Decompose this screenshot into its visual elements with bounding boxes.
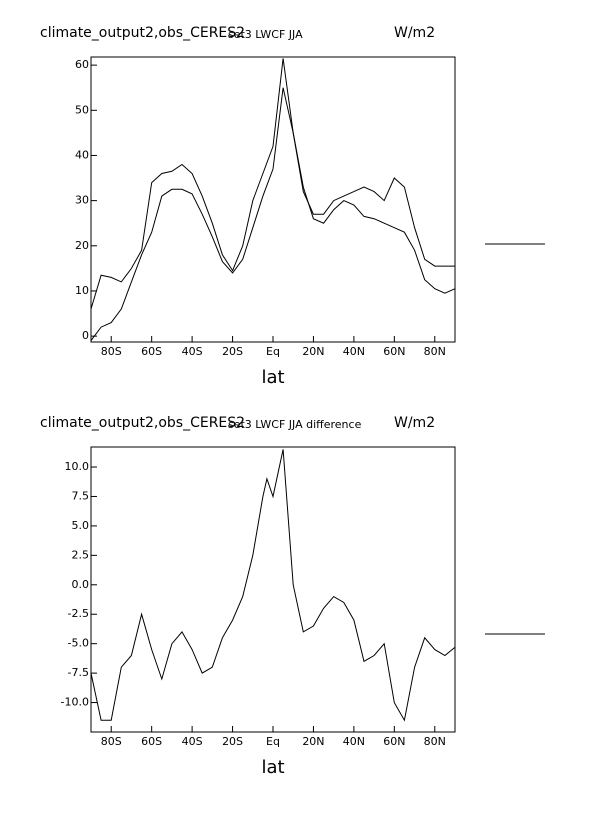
y-tick-label: 10.0 <box>65 460 90 473</box>
y-tick-label: -10.0 <box>61 696 89 709</box>
y-tick-label: 30 <box>75 194 89 207</box>
units: W/m2 <box>394 415 435 431</box>
x-tick-label: 80S <box>101 735 122 748</box>
x-axis-label: lat <box>261 367 284 388</box>
y-tick-label: 2.5 <box>72 548 90 561</box>
x-tick-label: 60N <box>383 345 405 358</box>
x-tick-label: 40S <box>182 735 203 748</box>
x-tick-label: 60S <box>141 735 162 748</box>
x-tick-label: 40N <box>343 735 365 748</box>
plot-frame <box>90 446 456 733</box>
x-tick-label: 40S <box>182 345 203 358</box>
x-tick-label: 80N <box>424 735 446 748</box>
data-line <box>90 87 456 341</box>
x-tick-label: Eq <box>266 345 280 358</box>
x-tick-label: Eq <box>266 735 280 748</box>
y-tick-label: 0.0 <box>72 578 90 591</box>
units: W/m2 <box>394 25 435 41</box>
chart-title: climate_output2,obs_CERES2 <box>40 415 245 431</box>
x-tick-label: 60S <box>141 345 162 358</box>
x-tick-label: 80S <box>101 345 122 358</box>
chart-title: climate_output2,obs_CERES2 <box>40 25 245 41</box>
y-tick-label: 5.0 <box>72 519 90 532</box>
y-tick-label: -7.5 <box>68 666 89 679</box>
y-tick-label: 7.5 <box>72 489 90 502</box>
y-tick-label: 0 <box>82 329 89 342</box>
y-tick-label: -2.5 <box>68 607 89 620</box>
y-tick-label: 20 <box>75 239 89 252</box>
y-tick-label: 40 <box>75 148 89 161</box>
x-tick-label: 20N <box>302 735 324 748</box>
x-tick-label: 80N <box>424 345 446 358</box>
data-line <box>90 58 455 310</box>
data-line <box>90 449 456 722</box>
plot-frame <box>90 56 456 343</box>
x-tick-label: 60N <box>383 735 405 748</box>
x-tick-label: 20N <box>302 345 324 358</box>
x-tick-label: 20S <box>222 735 243 748</box>
y-tick-label: 60 <box>75 58 89 71</box>
chart-subtitle: set3 LWCF JJA difference <box>228 418 362 431</box>
x-tick-label: 40N <box>343 345 365 358</box>
x-tick-label: 20S <box>222 345 243 358</box>
y-tick-label: -5.0 <box>68 637 89 650</box>
y-tick-label: 10 <box>75 284 89 297</box>
y-tick-label: 50 <box>75 103 89 116</box>
chart-subtitle: set3 LWCF JJA <box>228 28 303 41</box>
x-axis-label: lat <box>261 757 284 778</box>
